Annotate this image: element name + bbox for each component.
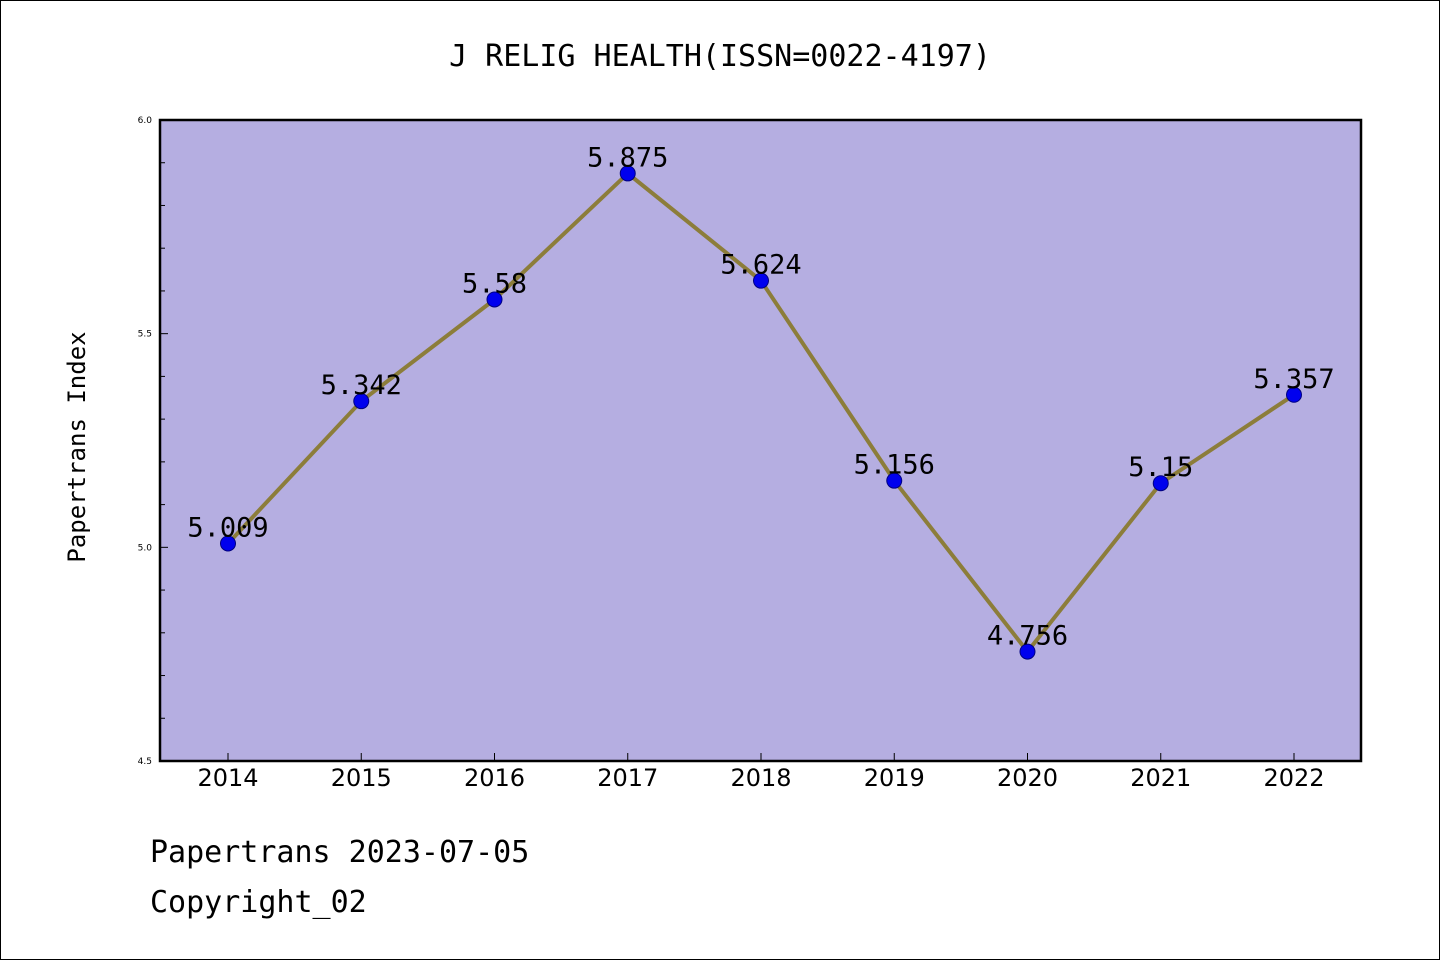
data-label: 5.009	[187, 512, 268, 543]
y-tick-label: 6.0	[138, 116, 153, 126]
plot-area	[160, 120, 1361, 761]
y-axis-label: Papertrans Index	[63, 331, 91, 562]
data-point	[1019, 643, 1036, 660]
x-tick-label: 2020	[997, 764, 1058, 792]
data-point	[353, 393, 370, 410]
y-tick-label: 5.0	[138, 543, 153, 553]
data-point	[886, 472, 903, 489]
data-point	[220, 535, 236, 552]
data-label: 5.156	[854, 450, 935, 481]
x-tick-label: 2014	[197, 764, 258, 792]
data-label: 4.756	[987, 621, 1068, 652]
x-tick-label: 2021	[1130, 764, 1191, 792]
data-label: 5.624	[720, 250, 801, 281]
data-label: 5.875	[587, 142, 668, 173]
x-tick-label: 2019	[864, 764, 925, 792]
source-date-text: Papertrans 2023-07-05	[150, 835, 530, 870]
data-point	[753, 272, 769, 289]
copyright-text: Copyright_02	[150, 885, 367, 920]
data-point	[486, 291, 503, 308]
x-tick-label: 2018	[730, 764, 791, 792]
data-point	[1286, 386, 1302, 403]
chart-title: J RELIG HEALTH(ISSN=0022-4197)	[449, 39, 991, 74]
data-label: 5.342	[321, 370, 402, 401]
y-tick-label: 4.5	[138, 757, 152, 767]
y-tick-label: 5.5	[138, 330, 152, 340]
data-point	[1152, 475, 1169, 492]
plot-border	[158, 118, 1363, 763]
data-point	[619, 165, 636, 182]
data-label: 5.357	[1253, 364, 1334, 395]
series-layer: 5.009 5.342 5.58 5.875 5.624 5.156 4.756 5.15 5.…	[187, 142, 1335, 660]
data-label: 5.58	[462, 268, 527, 299]
x-axis: 2014 2015 2016 2017 2018 2019 2020 2021 2022	[197, 753, 1325, 792]
data-label: 5.15	[1128, 452, 1193, 483]
x-tick-label: 2022	[1263, 764, 1324, 792]
x-tick-label: 2015	[331, 764, 392, 792]
x-tick-label: 2017	[597, 764, 658, 792]
x-tick-label: 2016	[464, 764, 525, 792]
